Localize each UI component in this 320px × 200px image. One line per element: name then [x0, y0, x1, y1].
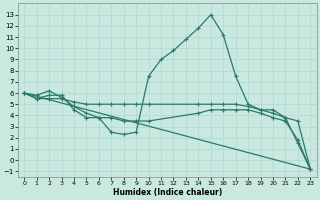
X-axis label: Humidex (Indice chaleur): Humidex (Indice chaleur) [113, 188, 222, 197]
